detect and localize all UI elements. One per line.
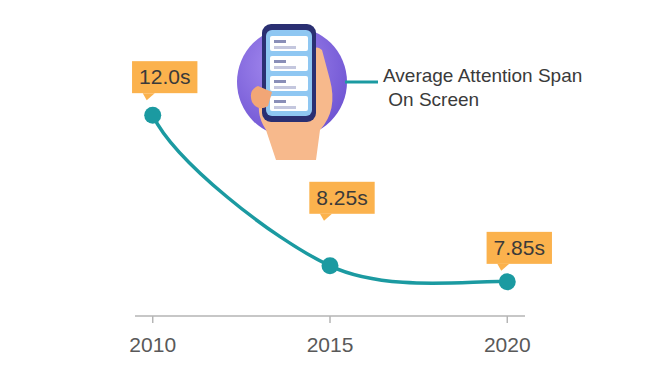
x-tick (329, 316, 331, 323)
data-label: 12.0s (139, 65, 190, 88)
icon-card-line (274, 80, 286, 83)
legend-line (345, 81, 378, 84)
data-label-tail (143, 93, 155, 100)
series-line (153, 115, 508, 283)
icon-card-line (274, 60, 286, 63)
data-label-box (309, 182, 374, 214)
data-label: 7.85s (494, 236, 545, 259)
legend-label: Average Attention Span On Screen (383, 65, 582, 110)
data-label-tail (497, 264, 509, 271)
legend-label-line: On Screen (383, 89, 479, 110)
icon-card-line (274, 40, 286, 43)
icon-screen (266, 30, 312, 116)
icon-card (270, 36, 308, 51)
chart: 2010 2015 2020 12.0s 8.25s 7.85s Average Atten… (0, 0, 671, 377)
icon-card-line (274, 46, 296, 49)
icon-card (270, 76, 308, 91)
legend-icon (237, 24, 347, 160)
data-label: 8.25s (316, 186, 367, 209)
x-tick-label: 2020 (484, 333, 531, 356)
icon-card-line (274, 100, 286, 103)
plot-area (144, 107, 516, 291)
icon-card-line (274, 66, 296, 69)
icon-thumb (251, 86, 272, 108)
icon-phone (262, 24, 316, 122)
data-label-box (487, 232, 552, 264)
data-label-box (132, 61, 197, 93)
legend-label-line: Average Attention Span (383, 65, 582, 86)
icon-card-line (274, 106, 296, 109)
x-tick (152, 316, 154, 323)
data-label-tail (320, 214, 332, 221)
x-tick (507, 316, 509, 323)
x-tick-label: 2010 (129, 333, 176, 356)
data-point (322, 257, 339, 274)
icon-card (270, 96, 308, 111)
x-tick-label: 2015 (307, 333, 354, 356)
data-point (144, 107, 161, 124)
icon-card-line (274, 86, 296, 89)
data-point (499, 273, 516, 290)
icon-card (270, 56, 308, 71)
